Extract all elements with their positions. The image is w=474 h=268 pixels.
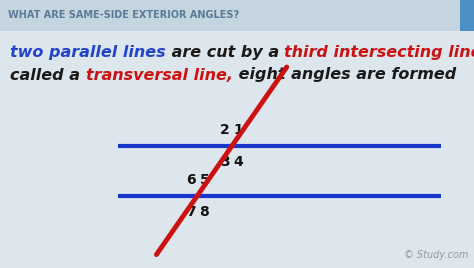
Text: eight angles are formed: eight angles are formed: [233, 68, 456, 83]
Text: 4: 4: [234, 155, 244, 169]
Text: WHAT ARE SAME-SIDE EXTERIOR ANGLES?: WHAT ARE SAME-SIDE EXTERIOR ANGLES?: [8, 10, 239, 20]
Text: 1: 1: [234, 123, 244, 137]
Text: third intersecting line,: third intersecting line,: [284, 46, 474, 61]
Text: 5: 5: [200, 173, 209, 187]
Text: called a: called a: [10, 68, 86, 83]
Text: two parallel lines: two parallel lines: [10, 46, 165, 61]
Text: 2: 2: [220, 123, 230, 137]
Text: 8: 8: [200, 205, 209, 219]
Bar: [460, 0, 474, 31]
Text: 7: 7: [186, 205, 195, 219]
Text: are cut by a: are cut by a: [165, 46, 284, 61]
Bar: [0, 0, 474, 31]
Text: 3: 3: [220, 155, 230, 169]
Text: 6: 6: [186, 173, 195, 187]
Text: transversal line,: transversal line,: [86, 68, 233, 83]
Text: © Study.com: © Study.com: [404, 250, 468, 260]
